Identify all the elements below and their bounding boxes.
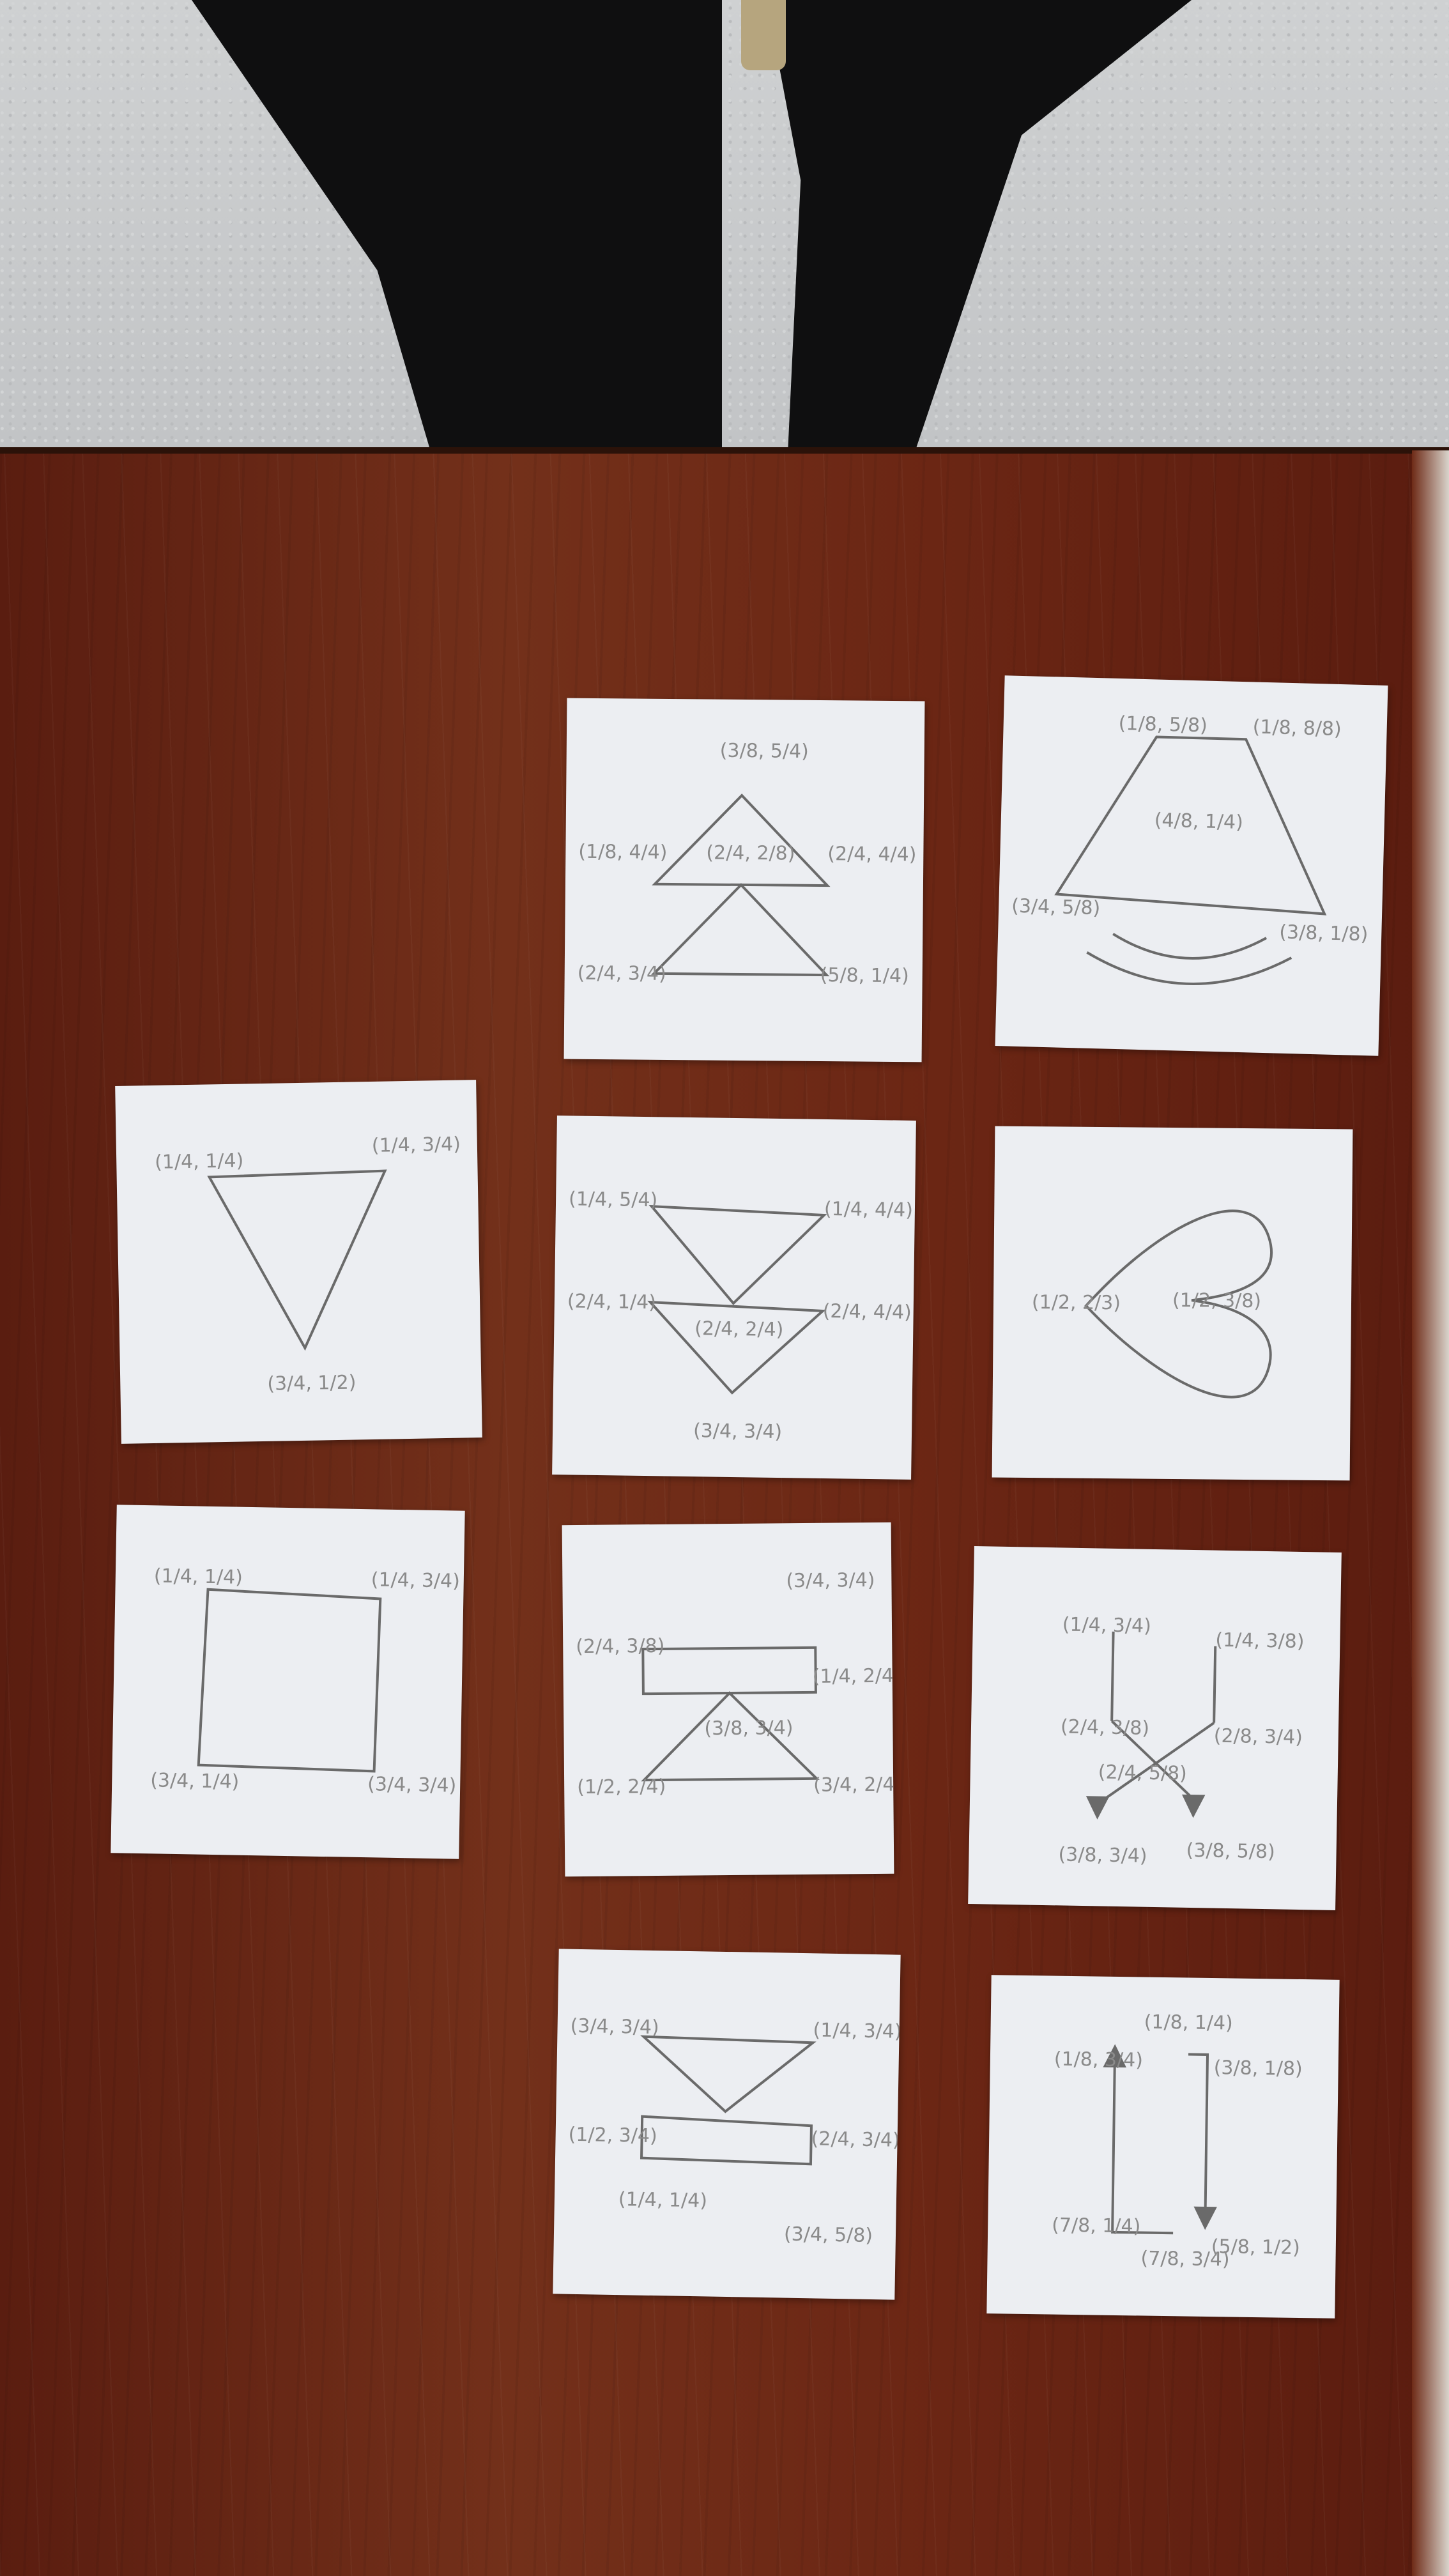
label-5: (3/4, 2/4)	[813, 1774, 894, 1797]
card-heart: (1/2, 2/3) (1/2, 3/8)	[992, 1126, 1353, 1481]
label-0: (1/4, 1/4)	[155, 1149, 244, 1173]
card-arrows-x: (1/4, 3/4) (1/4, 3/8) (2/4, 3/8) (2/8, 3…	[968, 1546, 1342, 1910]
triangle-rect-drawing: (3/4, 3/4) (1/4, 3/4) (1/2, 3/4) (2/4, 3…	[568, 2015, 900, 2247]
label-4: (1/2, 2/4)	[577, 1775, 666, 1798]
right-arrow-line	[1188, 2053, 1209, 2208]
label-0: (1/2, 2/3)	[1032, 1291, 1121, 1314]
label-3: (3/4, 3/4)	[367, 1773, 457, 1797]
label-0: (1/4, 1/4)	[154, 1565, 243, 1588]
lower-triangle	[650, 883, 830, 977]
card-rect-triangle: (3/4, 3/4) (2/4, 3/8) (1/4, 2/4) (3/8, 3…	[562, 1522, 894, 1877]
label-2: (1/2, 3/4)	[568, 2124, 657, 2147]
trapezoid-shape	[1054, 735, 1327, 916]
card-triangle-rect: (3/4, 3/4) (1/4, 3/4) (1/2, 3/4) (2/4, 3…	[553, 1949, 901, 2300]
label-0: (3/8, 5/4)	[720, 740, 809, 763]
card-double-triangle: (3/8, 5/4) (2/4, 4/4) (1/8, 4/4) (2/4, 2…	[564, 698, 925, 1062]
label-0: (1/4, 5/4)	[569, 1188, 658, 1211]
label-1: (1/4, 4/4)	[824, 1198, 914, 1222]
label-2: (3/4, 1/4)	[150, 1769, 240, 1793]
label-1: (1/8, 3/4)	[1054, 2048, 1144, 2072]
label-5: (5/8, 1/2)	[1211, 2235, 1301, 2259]
rect-triangle-drawing: (3/4, 3/4) (2/4, 3/8) (1/4, 2/4) (3/8, 3…	[576, 1569, 894, 1798]
label-0: (1/4, 3/4)	[1062, 1613, 1152, 1637]
label-5: (3/4, 3/4)	[693, 1420, 783, 1443]
mouth-curve-1	[1086, 951, 1292, 986]
left-arrowhead-icon	[1085, 1796, 1110, 1820]
label-1: (2/4, 3/8)	[576, 1635, 664, 1658]
label-0: (3/4, 3/4)	[786, 1569, 875, 1592]
label-5: (2/4, 3/4)	[578, 962, 666, 985]
label-2: (2/4, 3/8)	[1061, 1715, 1150, 1739]
up-arrowhead-icon	[1103, 2044, 1126, 2068]
label-1: (1/4, 3/4)	[372, 1133, 461, 1157]
card-trapezoid-face: (1/8, 5/8) (1/8, 8/8) (4/8, 1/4) (3/4, 5…	[995, 675, 1388, 1056]
desk-edge	[0, 447, 1449, 454]
down-arrowhead-icon	[1193, 2206, 1217, 2230]
right-vertical-line	[1213, 1646, 1217, 1723]
label-5: (3/4, 5/8)	[784, 2223, 873, 2247]
label-4: (1/4, 1/4)	[618, 2188, 708, 2212]
floor	[0, 0, 1449, 450]
triangle-shape	[207, 1169, 387, 1351]
label-2: (3/4, 1/2)	[267, 1371, 356, 1395]
desk-right-edge	[1412, 450, 1449, 2576]
label-4: (2/4, 2/4)	[694, 1317, 784, 1341]
left-vertical-line	[1110, 1631, 1115, 1721]
label-2: (3/8, 1/8)	[1213, 2057, 1303, 2080]
label-2: (2/4, 1/4)	[567, 1290, 657, 1314]
label-1: (1/2, 3/8)	[1172, 1289, 1261, 1312]
label-1: (1/4, 3/4)	[813, 2019, 900, 2043]
label-2: (4/8, 1/4)	[1154, 809, 1243, 834]
label-3: (2/4, 3/4)	[811, 2128, 900, 2151]
label-3: (2/4, 4/4)	[822, 1300, 912, 1324]
mouth-curve-2	[1112, 933, 1268, 960]
label-1: (1/4, 3/4)	[371, 1568, 461, 1592]
triangle-drawing: (1/4, 1/4) (1/4, 3/4) (3/4, 1/2)	[155, 1133, 461, 1395]
label-5: (3/8, 3/4)	[1058, 1843, 1147, 1867]
card-triangle-down: (1/4, 1/4) (1/4, 3/4) (3/4, 1/2)	[115, 1080, 482, 1444]
double-triangle-drawing: (3/8, 5/4) (2/4, 4/4) (1/8, 4/4) (2/4, 2…	[578, 740, 917, 988]
label-1: (2/4, 4/4)	[827, 843, 916, 866]
square-drawing: (1/4, 1/4) (1/4, 3/4) (3/4, 1/4) (3/4, 3…	[150, 1565, 461, 1797]
label-0: (1/8, 5/8)	[1118, 712, 1208, 737]
card-hourglass: (1/4, 5/4) (1/4, 4/4) (2/4, 1/4) (2/4, 4…	[552, 1116, 916, 1480]
label-4: (2/4, 5/8)	[1098, 1761, 1187, 1784]
card-arrow-loop: (1/8, 1/4) (1/8, 3/4) (3/8, 1/8) (7/8, 1…	[986, 1975, 1340, 2319]
shoe-tag	[741, 0, 786, 70]
right-arrowhead-icon	[1181, 1794, 1206, 1818]
card-square: (1/4, 1/4) (1/4, 3/4) (3/4, 1/4) (3/4, 3…	[111, 1505, 465, 1859]
lower-triangle	[647, 1300, 826, 1395]
arrows-x-drawing: (1/4, 3/4) (1/4, 3/8) (2/4, 3/8) (2/8, 3…	[1058, 1613, 1305, 1867]
arrow-loop-drawing: (1/8, 1/4) (1/8, 3/4) (3/8, 1/8) (7/8, 1…	[1052, 2011, 1303, 2271]
label-3: (7/8, 1/4)	[1052, 2214, 1141, 2238]
cross-line-1	[1110, 1720, 1195, 1800]
label-1: (1/8, 8/8)	[1252, 716, 1342, 740]
label-3: (2/4, 2/8)	[706, 841, 795, 864]
label-3: (2/8, 3/4)	[1213, 1725, 1303, 1749]
label-2: (1/8, 4/4)	[578, 841, 667, 864]
label-3: (3/8, 3/4)	[704, 1717, 793, 1740]
upper-triangle	[648, 1204, 827, 1305]
upper-triangle	[652, 793, 831, 887]
square-shape	[197, 1588, 382, 1773]
rectangle-shape	[641, 1646, 817, 1696]
label-0: (3/4, 3/4)	[570, 2015, 659, 2039]
heart-shape	[1084, 1209, 1273, 1399]
label-0: (1/8, 1/4)	[1144, 2011, 1233, 2035]
label-3: (3/4, 5/8)	[1011, 895, 1101, 920]
trapezoid-drawing: (1/8, 5/8) (1/8, 8/8) (4/8, 1/4) (3/4, 5…	[1011, 712, 1368, 986]
label-1: (1/4, 3/8)	[1215, 1629, 1305, 1653]
triangle-shape	[641, 1691, 820, 1782]
rectangle-shape	[640, 2115, 813, 2166]
label-4: (3/8, 1/8)	[1279, 921, 1368, 946]
left-arrow-line	[1111, 2059, 1174, 2235]
label-4: (5/8, 1/4)	[820, 964, 909, 987]
label-2: (1/4, 2/4)	[813, 1665, 894, 1688]
heart-drawing: (1/2, 2/3) (1/2, 3/8)	[1032, 1209, 1273, 1399]
hourglass-drawing: (1/4, 5/4) (1/4, 4/4) (2/4, 1/4) (2/4, 4…	[567, 1188, 914, 1443]
label-6: (3/8, 5/8)	[1186, 1839, 1275, 1863]
label-4: (7/8, 3/4)	[1140, 2248, 1230, 2271]
triangle-shape	[640, 2035, 816, 2113]
cross-line-2	[1096, 1721, 1215, 1805]
